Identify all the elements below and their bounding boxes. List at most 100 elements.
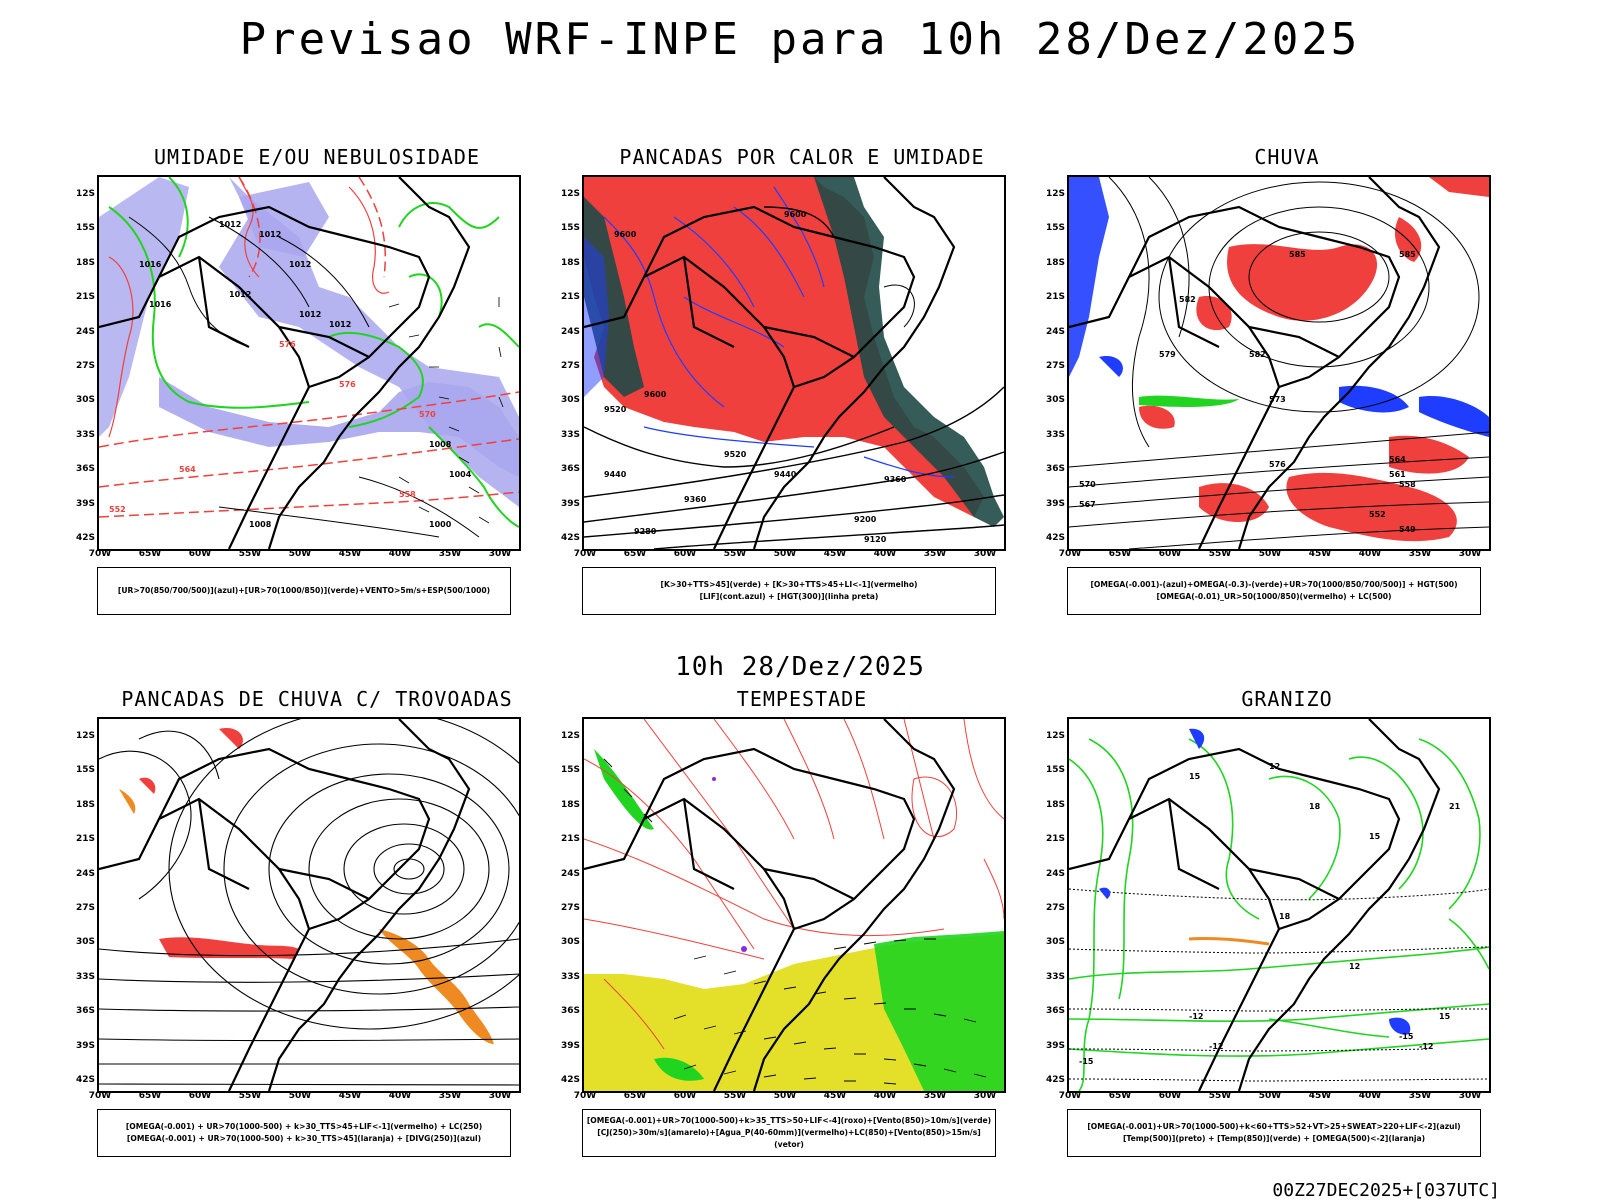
panel-title: UMIDADE E/OU NEBULOSIDADE (153, 145, 481, 169)
lon-tick-label: 45W (823, 1091, 847, 1101)
contour-label: 9520 (604, 405, 627, 414)
legend-line: [OMEGA(-0.01)_UR>50(1000/850)(vermelho) … (1156, 592, 1392, 601)
lon-tick-label: 45W (1308, 1091, 1332, 1101)
map-chuva[interactable]: 585 585 582 582 579 576 573 570 567 564 561 558 552 5… (1067, 175, 1491, 551)
lat-tick-label: 15S (1045, 765, 1065, 776)
contour-label: 15 (1189, 772, 1201, 781)
legend-line: [Temp(500)](preto) + [Temp(850)](verde) … (1122, 1134, 1426, 1143)
lat-tick-label: 42S (560, 1075, 580, 1085)
contour-label: 585 (1289, 250, 1306, 259)
lon-tick-label: 55W (1208, 549, 1232, 559)
contour-label: 1012 (219, 220, 241, 229)
map-granizo[interactable]: -12 -15 -12 -15 -12 12 15 18 21 15 12 18 15 (1067, 717, 1491, 1093)
lon-tick-label: 40W (388, 549, 412, 559)
lon-tick-label: 70W (573, 549, 597, 559)
contour-label: 9360 (884, 475, 907, 484)
lat-tick-label: 33S (1045, 429, 1065, 440)
contour-label: 15 (1439, 1012, 1451, 1021)
contour-label: 1016 (149, 300, 172, 309)
contour-label: 1012 (329, 320, 351, 329)
lat-tick-label: 12S (560, 731, 580, 741)
lat-tick-label: 24S (75, 326, 95, 337)
lon-tick-label: 60W (673, 549, 697, 559)
lat-tick-label: 18S (75, 799, 95, 810)
map-tempestade[interactable] (582, 717, 1006, 1093)
lat-tick-label: 42S (1045, 533, 1065, 543)
lat-tick-label: 30S (75, 395, 95, 406)
lon-tick-label: 65W (623, 1091, 647, 1101)
lon-tick-label: 45W (1308, 549, 1332, 559)
contour-label: 564 (1389, 455, 1406, 464)
contour-label: -15 (1079, 1057, 1094, 1066)
map-umidade[interactable]: 1012 1012 1012 1012 1016 1016 1012 1012 1008 1004… (97, 175, 521, 551)
lat-tick-label: 12S (1045, 189, 1065, 199)
lon-tick-label: 30W (1458, 1091, 1482, 1101)
contour-label: 18 (1279, 912, 1291, 921)
lat-tick-label: 33S (1045, 971, 1065, 982)
lat-tick-label: 39S (1045, 498, 1065, 509)
lon-tick-label: 35W (1408, 1091, 1432, 1101)
map-svg: 1012 1012 1012 1012 1016 1016 1012 1012 1008 1004… (99, 177, 519, 549)
panel-title: GRANIZO (1241, 687, 1333, 711)
lat-tick-label: 15S (560, 765, 580, 776)
legend-line: [OMEGA(-0.001)-(azul)+OMEGA(-0.3)-(verde… (1090, 580, 1458, 589)
map-svg (99, 719, 519, 1091)
lon-tick-label: 70W (1058, 1091, 1082, 1101)
map-svg (584, 719, 1004, 1091)
contour-label: 1016 (139, 260, 162, 269)
contour-label: 1012 (289, 260, 311, 269)
map-pancadas-calor[interactable]: 9600 9600 9600 9520 9520 9440 9440 9360 9360 9280… (582, 175, 1006, 551)
lat-tick-label: 24S (75, 868, 95, 879)
contour-label: 21 (1449, 802, 1461, 811)
panel-legend: [OMEGA(-0.001)-(azul)+OMEGA(-0.3)-(verde… (1067, 567, 1481, 615)
lon-tick-label: 50W (1258, 549, 1282, 559)
panel-chuva: CHUVA 12S 15S 18S 21S 24S 27S 30S 33S 36S 39S 42S (1037, 145, 1537, 615)
lat-tick-label: 18S (75, 257, 95, 268)
lon-tick-label: 70W (1058, 549, 1082, 559)
lat-tick-label: 18S (1045, 257, 1065, 268)
panel-title: TEMPESTADE (736, 687, 868, 711)
contour-label: 570 (1079, 480, 1096, 489)
lat-tick-label: 42S (75, 533, 95, 543)
lat-tick-label: 15S (75, 765, 95, 776)
lat-tick-label: 12S (75, 731, 95, 741)
lat-tick-label: 24S (560, 868, 580, 879)
contour-label: 582 (1249, 350, 1266, 359)
contour-label: 9120 (864, 535, 887, 544)
contour-label: 15 (1369, 832, 1381, 841)
lat-tick-label: 21S (560, 834, 580, 845)
contour-label: 9520 (724, 450, 747, 459)
lat-tick-label: 15S (560, 223, 580, 234)
panel-legend: [OMEGA(-0.001)+UR>70(1000-500)+k<60+TTS>… (1067, 1109, 1481, 1157)
lat-tick-label: 12S (560, 189, 580, 199)
contour-label: 582 (1179, 295, 1196, 304)
contour-label: 9360 (684, 495, 707, 504)
legend-line: [CJ(250)>30m/s](amarelo)+[Agua_P(40-60mm… (597, 1128, 981, 1149)
map-svg: 9600 9600 9600 9520 9520 9440 9440 9360 9360 9280… (584, 177, 1004, 549)
lon-tick-label: 45W (338, 549, 362, 559)
legend-line: [OMEGA(-0.001)+UR>70(1000-500)+k<60+TTS>… (1087, 1122, 1461, 1131)
lon-tick-label: 55W (1208, 1091, 1232, 1101)
lat-tick-label: 18S (1045, 799, 1065, 810)
lon-tick-label: 60W (188, 1091, 212, 1101)
lon-tick-label: 50W (773, 1091, 797, 1101)
lat-tick-label: 42S (75, 1075, 95, 1085)
legend-line: [K>30+TTS>45](verde) + [K>30+TTS>45+LI<-… (660, 580, 918, 589)
lat-tick-label: 33S (560, 971, 580, 982)
lon-tick-label: 30W (973, 1091, 997, 1101)
lat-tick-label: 33S (75, 429, 95, 440)
lat-tick-label: 24S (560, 326, 580, 337)
lat-tick-label: 24S (1045, 868, 1065, 879)
lat-tick-label: 36S (560, 1006, 580, 1017)
lon-tick-label: 55W (238, 549, 262, 559)
lon-tick-label: 35W (923, 1091, 947, 1101)
contour-label: 570 (419, 410, 436, 419)
map-svg: -12 -15 -12 -15 -12 12 15 18 21 15 12 18 15 (1069, 719, 1489, 1091)
map-pancadas-trovoadas[interactable] (97, 717, 521, 1093)
lon-tick-label: 30W (488, 1091, 512, 1101)
lon-tick-label: 40W (1358, 1091, 1382, 1101)
contour-label: 561 (1389, 470, 1406, 479)
lat-tick-label: 30S (1045, 937, 1065, 948)
contour-label: 1008 (429, 440, 452, 449)
